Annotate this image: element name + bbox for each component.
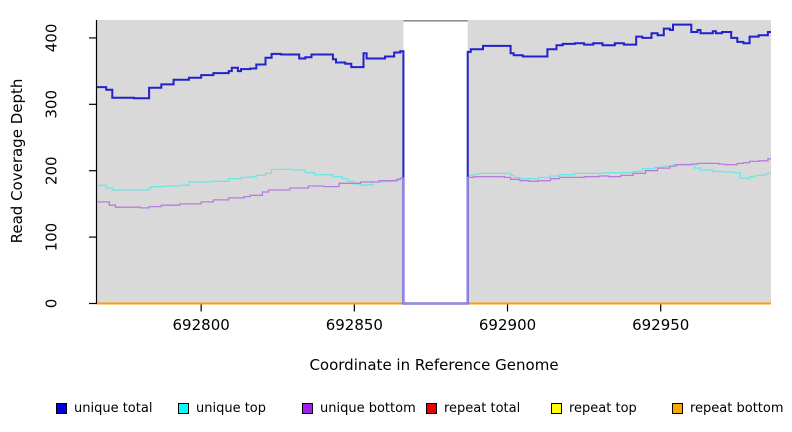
y-tick-label: 200 bbox=[43, 156, 61, 185]
y-tick-label: 300 bbox=[43, 90, 61, 119]
legend-swatch-icon bbox=[302, 402, 313, 414]
series-line-unique-total bbox=[97, 23, 771, 305]
y-tick-label: 100 bbox=[43, 223, 61, 252]
no-data-gap-region bbox=[403, 21, 468, 304]
legend-label: unique top bbox=[196, 400, 267, 416]
legend-swatch-icon bbox=[551, 402, 562, 414]
y-tick-label: 0 bbox=[43, 299, 61, 309]
x-tick-label: 692850 bbox=[326, 316, 383, 334]
legend-item-repeat-top: repeat top bbox=[551, 398, 637, 418]
legend-label: unique total bbox=[74, 400, 153, 416]
x-tick-label: 692950 bbox=[632, 316, 689, 334]
legend: unique total unique top unique bottom repea… bbox=[0, 398, 792, 422]
legend-item-repeat-total: repeat total bbox=[426, 398, 520, 418]
legend-swatch-icon bbox=[178, 402, 189, 414]
y-axis-title: Read Coverage Depth bbox=[8, 78, 26, 244]
legend-item-unique-top: unique top bbox=[178, 398, 266, 418]
legend-swatch-icon bbox=[56, 402, 67, 414]
legend-item-repeat-bottom: repeat bottom bbox=[672, 398, 784, 418]
x-axis-title: Coordinate in Reference Genome bbox=[309, 356, 559, 374]
legend-item-unique-total: unique total bbox=[56, 398, 152, 418]
legend-item-unique-bottom: unique bottom bbox=[302, 398, 416, 418]
legend-label: repeat top bbox=[569, 400, 637, 416]
legend-label: repeat total bbox=[444, 400, 521, 416]
legend-swatch-icon bbox=[426, 402, 437, 414]
legend-swatch-icon bbox=[672, 402, 683, 414]
x-tick-label: 692900 bbox=[479, 316, 536, 334]
legend-label: repeat bottom bbox=[690, 400, 784, 416]
x-tick-label: 692800 bbox=[173, 316, 230, 334]
series-line-unique-bottom bbox=[97, 158, 771, 305]
y-tick-label: 400 bbox=[43, 24, 61, 53]
legend-label: unique bottom bbox=[320, 400, 416, 416]
